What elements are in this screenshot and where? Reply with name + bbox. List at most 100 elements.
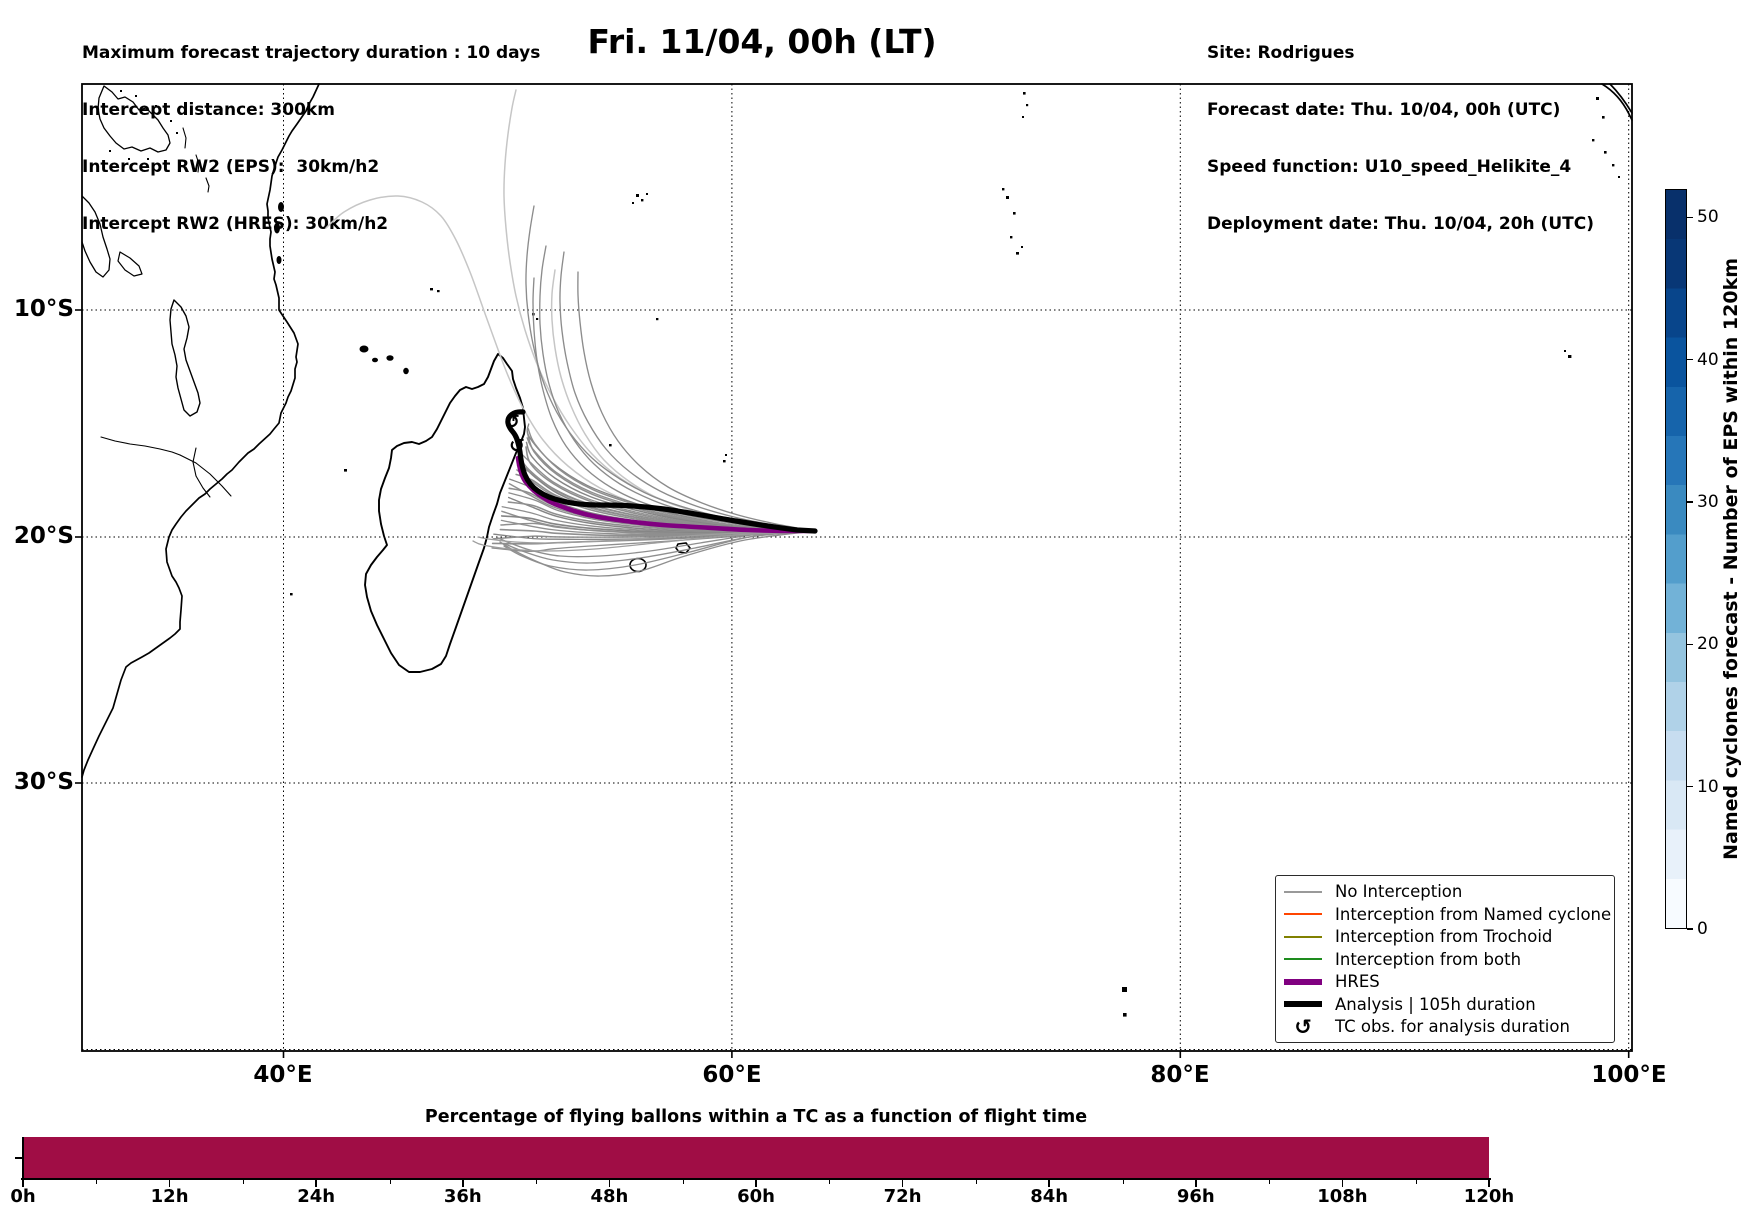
y-tick-20S: 20°S [13, 523, 74, 549]
bottom-chart-y-tick [15, 1157, 22, 1159]
site-line: Deployment date: Thu. 10/04, 20h (UTC) [1207, 214, 1594, 234]
x-tick [1048, 1180, 1050, 1187]
y-tick-10S: 10°S [13, 296, 74, 322]
x-tick-label: 0h [10, 1186, 36, 1207]
trajectory-line [499, 530, 816, 577]
x-tick [1488, 1180, 1490, 1187]
line-swatch [1284, 1001, 1322, 1007]
x-tick-80E: 80°E [1150, 1062, 1210, 1088]
tc-obs-markers: ↺ ↺ [504, 411, 525, 457]
x-tick-60E: 60°E [702, 1062, 762, 1088]
x-tick [1341, 1180, 1344, 1187]
coastlines [81, 83, 1633, 778]
x-tick [315, 1180, 317, 1187]
param-line: Intercept distance: 300km [82, 100, 335, 120]
x-tick [168, 1180, 171, 1187]
trajectory-line [559, 251, 816, 532]
x-tick-label: 84h [1030, 1186, 1069, 1207]
x-tick-label: 72h [883, 1186, 922, 1207]
line-swatch [1284, 958, 1322, 960]
param-line: Maximum forecast trajectory duration : 1… [82, 43, 541, 63]
trajectory-line [477, 530, 816, 544]
colorbar-tick-label: 40 [1697, 349, 1719, 370]
trajectory-line [532, 277, 816, 532]
tc-percentage-bar [23, 1137, 1489, 1178]
x-tick-label: 108h [1317, 1186, 1368, 1207]
param-line: Intercept RW2 (HRES): 30km/h2 [82, 214, 389, 234]
x-minor-tick [1122, 1180, 1124, 1184]
cyclone-icon: ↺ [509, 435, 525, 457]
x-tick-label: 12h [150, 1186, 189, 1207]
map-frame [75, 83, 1633, 1058]
site-line: Site: Rodrigues [1207, 43, 1355, 63]
x-minor-tick [829, 1180, 831, 1184]
colorbar-label: Named cyclones forecast - Number of EPS … [1720, 258, 1742, 860]
y-tick-30S: 30°S [13, 769, 74, 795]
x-minor-tick [242, 1180, 245, 1184]
x-tick-label: 36h [443, 1186, 482, 1207]
colorbar-tick [1687, 501, 1693, 503]
ile-amsterdam [1122, 987, 1127, 992]
x-tick-label: 120h [1463, 1186, 1515, 1207]
x-tick [1195, 1180, 1197, 1187]
africa-coast [81, 83, 320, 778]
grande-comore [359, 345, 369, 353]
map-legend: No Interception Interception from Named … [1275, 875, 1615, 1043]
ensemble-trajectories-light [325, 89, 816, 532]
legend-item-no-interception: No Interception [1284, 881, 1606, 903]
sumatra-coast-2 [1609, 83, 1633, 114]
colorbar-tick [1687, 643, 1693, 646]
colorbar-tick-label: 30 [1697, 492, 1719, 513]
legend-item-tc-obs: ↺ TC obs. for analysis duration [1284, 1014, 1606, 1039]
x-minor-tick [1269, 1180, 1271, 1184]
bottom-chart-x-axis [21, 1178, 1491, 1180]
colorbar-tick-label: 50 [1697, 207, 1719, 228]
legend-item-hres: HRES [1284, 971, 1606, 993]
page-title: Fri. 11/04, 00h (LT) [587, 22, 937, 61]
x-minor-tick [389, 1180, 391, 1184]
map-gridlines [82, 84, 1632, 1051]
x-tick [901, 1180, 904, 1187]
ensemble-trajectories [472, 205, 816, 577]
lake-tanganyika [81, 195, 111, 278]
forecast-params-block: Maximum forecast trajectory duration : 1… [82, 6, 540, 272]
colorbar-tick [1687, 359, 1693, 361]
lake-rukwa [117, 251, 143, 277]
site-info-block: Site: Rodrigues Forecast date: Thu. 10/0… [1207, 6, 1594, 272]
param-line: Intercept RW2 (EPS): 30km/h2 [82, 157, 380, 177]
colorbar [1665, 189, 1687, 929]
x-tick [22, 1180, 24, 1187]
trajectory-line [472, 530, 816, 552]
legend-item-both: Interception from both [1284, 948, 1606, 970]
x-tick [462, 1180, 464, 1187]
ile-saint-paul [1123, 1013, 1127, 1017]
bottom-chart-title: Percentage of flying ballons within a TC… [424, 1107, 1088, 1127]
line-swatch [1284, 913, 1322, 915]
cyclone-icon: ↺ [1294, 1014, 1312, 1039]
analysis-track [505, 409, 818, 534]
colorbar-tick [1687, 785, 1693, 788]
x-tick-100E: 100°E [1591, 1062, 1667, 1088]
lake-victoria [97, 85, 171, 153]
trajectory-line [518, 450, 816, 532]
colorbar-tick-label: 20 [1697, 634, 1719, 655]
legend-item-analysis: Analysis | 105h duration [1284, 993, 1606, 1015]
line-swatch [1284, 978, 1322, 985]
trajectory-line [577, 271, 816, 532]
legend-item-named-cyclone: Interception from Named cyclone [1284, 903, 1611, 925]
x-tick-label: 24h [297, 1186, 336, 1207]
colorbar-tick [1687, 928, 1693, 930]
x-minor-tick [96, 1180, 98, 1184]
x-minor-tick [536, 1180, 538, 1184]
bottom-chart-y-axis [22, 1137, 24, 1178]
x-minor-tick [1415, 1180, 1417, 1184]
trajectory-line [497, 530, 816, 558]
colorbar-tick [1687, 216, 1693, 219]
x-tick-label: 96h [1176, 1186, 1215, 1207]
madagascar-coast [364, 353, 526, 673]
x-tick-label: 60h [737, 1186, 775, 1207]
site-line: Speed function: U10_speed_Helikite_4 [1207, 157, 1572, 177]
colorbar-tick-label: 0 [1697, 919, 1708, 939]
